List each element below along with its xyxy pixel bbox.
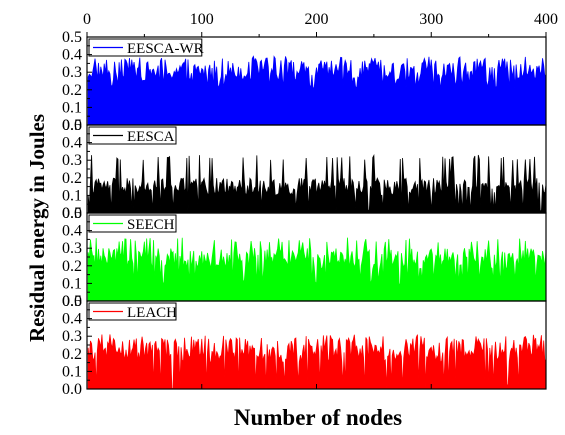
- series-area-eesca: [88, 155, 546, 213]
- y-tick-label: 0.4: [62, 311, 82, 328]
- series-area-leach: [88, 334, 546, 389]
- x-tick-label: 400: [534, 11, 558, 28]
- y-tick-label: 0.1: [62, 99, 82, 116]
- legend-seech: SEECH: [89, 215, 176, 233]
- panels-layer: EESCA-WR0.00.10.20.30.40.5EESCA0.00.10.2…: [62, 29, 546, 398]
- x-tick-label: 200: [305, 11, 329, 28]
- x-tick-label: 100: [190, 11, 214, 28]
- legend-eesca: EESCA: [89, 127, 176, 145]
- y-tick-label: 0.1: [62, 363, 82, 380]
- y-tick-label: 0.5: [62, 293, 82, 310]
- x-tick-label: 0: [83, 11, 91, 28]
- y-tick-label: 0.1: [62, 275, 82, 292]
- y-tick-label: 0.4: [62, 223, 82, 240]
- legend-eesca-wr: EESCA-WR: [89, 39, 204, 57]
- y-tick-label: 0.5: [62, 205, 82, 222]
- y-tick-label: 0.5: [62, 29, 82, 46]
- legend-label: EESCA-WR: [127, 41, 204, 57]
- y-tick-label: 0.3: [62, 240, 82, 257]
- legend-label: LEACH: [127, 305, 177, 321]
- y-tick-label: 0.4: [62, 135, 82, 152]
- y-tick-label: 0.1: [62, 187, 82, 204]
- x-axis-title: Number of nodes: [234, 405, 402, 430]
- x-tick-label: 300: [419, 11, 443, 28]
- y-tick-label: 0.2: [62, 82, 82, 99]
- panel-3: LEACH 0.00.10.20.30.40.5: [62, 293, 546, 398]
- series-area-eesca-wr: [88, 56, 546, 125]
- y-tick-label: 0.2: [62, 258, 82, 275]
- y-tick-label: 0.2: [62, 170, 82, 187]
- legend-label: SEECH: [127, 217, 175, 233]
- y-tick-label: 0.5: [62, 117, 82, 134]
- y-tick-label: 0.3: [62, 64, 82, 81]
- y-tick-label: 0.4: [62, 47, 82, 64]
- legend-label: EESCA: [127, 129, 175, 145]
- series-area-seech: [88, 238, 546, 301]
- legend-leach: LEACH: [89, 303, 177, 321]
- y-tick-label: 0.3: [62, 328, 82, 345]
- y-tick-label: 0.2: [62, 346, 82, 363]
- y-tick-label: 0.0: [62, 381, 82, 398]
- y-tick-label: 0.3: [62, 152, 82, 169]
- panel-0: EESCA-WR0.00.10.20.30.40.5: [62, 29, 546, 134]
- y-axis-title: Residual energy in Joules: [25, 114, 49, 342]
